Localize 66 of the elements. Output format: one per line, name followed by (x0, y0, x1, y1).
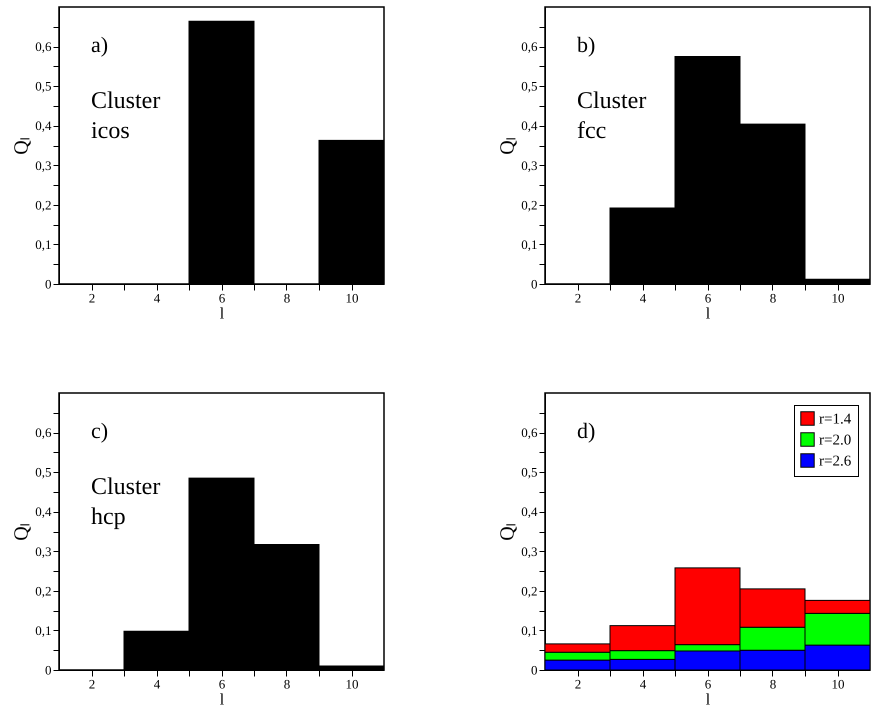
x-tick-label: 8 (770, 290, 776, 306)
x-tick-label: 4 (640, 676, 647, 692)
x-tick-label: 2 (574, 676, 582, 692)
y-tick-label: 0,1 (521, 236, 538, 252)
x-tick-label: 2 (88, 676, 96, 692)
x-tick-label: 10 (832, 290, 844, 306)
y-tick-label: 0,2 (35, 583, 52, 598)
y-tick-label: 0 (45, 276, 52, 292)
y-axis-title: Qₗ (10, 523, 32, 541)
y-tick-label: 0,5 (521, 78, 538, 94)
y-tick-label: 0,2 (521, 197, 538, 212)
annotation: a) (91, 32, 108, 57)
y-tick-label: 0,6 (521, 425, 538, 440)
x-tick-label: 8 (284, 676, 290, 692)
y-tick-label: 0,2 (35, 197, 52, 212)
x-axis-title: l (706, 692, 711, 708)
annotation: Cluster fcc (577, 88, 646, 144)
x-axis-title: l (220, 306, 225, 322)
x-tick-label: 2 (574, 290, 582, 306)
y-tick-label: 0,6 (35, 39, 52, 54)
x-tick-label: 6 (218, 290, 226, 306)
y-tick-label: 0,3 (35, 544, 52, 559)
y-tick-label: 0,4 (521, 504, 538, 520)
y-tick-label: 0 (45, 662, 52, 678)
x-tick-label: 8 (284, 290, 290, 306)
x-tick-label: 4 (640, 290, 647, 306)
y-tick-label: 0 (531, 662, 538, 678)
x-axis-title: l (706, 306, 711, 322)
y-tick-label: 0,1 (35, 622, 52, 638)
x-tick-label: 10 (346, 676, 358, 692)
legend-label: r=2.6 (819, 454, 852, 470)
y-tick-label: 0,4 (35, 118, 52, 134)
legend-label: r=1.4 (819, 412, 852, 428)
x-tick-label: 4 (154, 676, 161, 692)
y-axis-title: Qₗ (496, 137, 518, 155)
annotation: c) (91, 418, 108, 443)
y-tick-label: 0,1 (35, 236, 52, 252)
y-tick-label: 0,3 (35, 158, 52, 173)
x-axis-title: l (220, 692, 225, 708)
y-tick-label: 0,4 (521, 118, 538, 134)
y-tick-label: 0,5 (35, 78, 52, 94)
y-tick-label: 0,2 (521, 583, 538, 598)
y-tick-label: 0,3 (521, 158, 538, 173)
x-tick-label: 10 (832, 676, 844, 692)
legend-label: r=2.0 (819, 432, 852, 448)
y-tick-label: 0,1 (521, 622, 538, 638)
x-tick-label: 2 (88, 290, 96, 306)
x-tick-label: 6 (704, 290, 712, 306)
annotation: Cluster hcp (91, 474, 160, 530)
annotation: b) (577, 32, 596, 57)
y-tick-label: 0,4 (35, 504, 52, 520)
y-tick-label: 0,6 (35, 425, 52, 440)
y-tick-label: 0,3 (521, 544, 538, 559)
x-tick-label: 10 (346, 290, 358, 306)
x-tick-label: 8 (770, 676, 776, 692)
annotation: Cluster icos (91, 88, 160, 144)
annotation: d) (577, 418, 596, 443)
y-tick-label: 0,6 (521, 39, 538, 54)
y-axis-title: Qₗ (496, 523, 518, 541)
y-tick-label: 0,5 (35, 464, 52, 480)
y-tick-label: 0,5 (521, 464, 538, 480)
x-tick-label: 4 (154, 290, 161, 306)
x-tick-label: 6 (218, 676, 226, 692)
x-tick-label: 6 (704, 676, 712, 692)
y-axis-title: Qₗ (10, 137, 32, 155)
y-tick-label: 0 (531, 276, 538, 292)
